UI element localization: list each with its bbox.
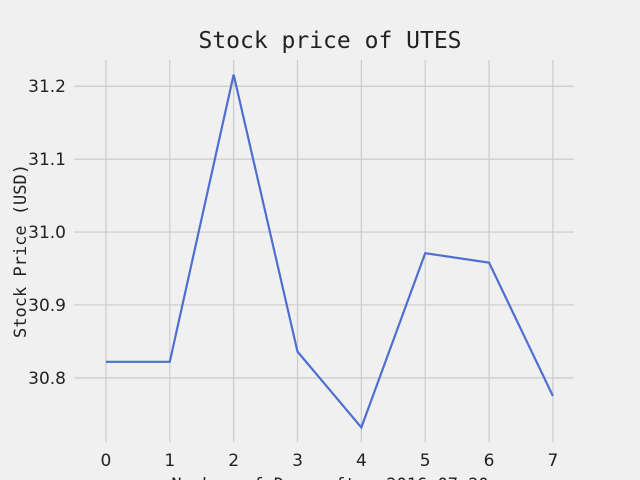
x-tick-label: 7 bbox=[548, 451, 559, 471]
y-tick-label: 30.8 bbox=[28, 369, 66, 389]
y-axis-label: Stock Price (USD) bbox=[11, 164, 31, 338]
y-tick-label: 31.2 bbox=[28, 77, 66, 97]
data-line bbox=[105, 74, 554, 430]
y-tick-label: 31.1 bbox=[28, 150, 66, 170]
x-tick-label: 6 bbox=[484, 451, 495, 471]
x-tick-label: 1 bbox=[164, 451, 175, 471]
x-tick-label: 4 bbox=[356, 451, 367, 471]
x-axis-label: Number of Days after 2016-07-20 bbox=[171, 475, 488, 480]
y-tick-label: 31.0 bbox=[28, 223, 66, 243]
x-tick-label: 0 bbox=[101, 451, 112, 471]
x-tick-label: 2 bbox=[228, 451, 239, 471]
x-tick-label: 5 bbox=[420, 451, 431, 471]
x-tick-label: 3 bbox=[292, 451, 303, 471]
y-tick-label: 30.9 bbox=[28, 296, 66, 316]
chart-title: Stock price of UTES bbox=[198, 28, 461, 54]
